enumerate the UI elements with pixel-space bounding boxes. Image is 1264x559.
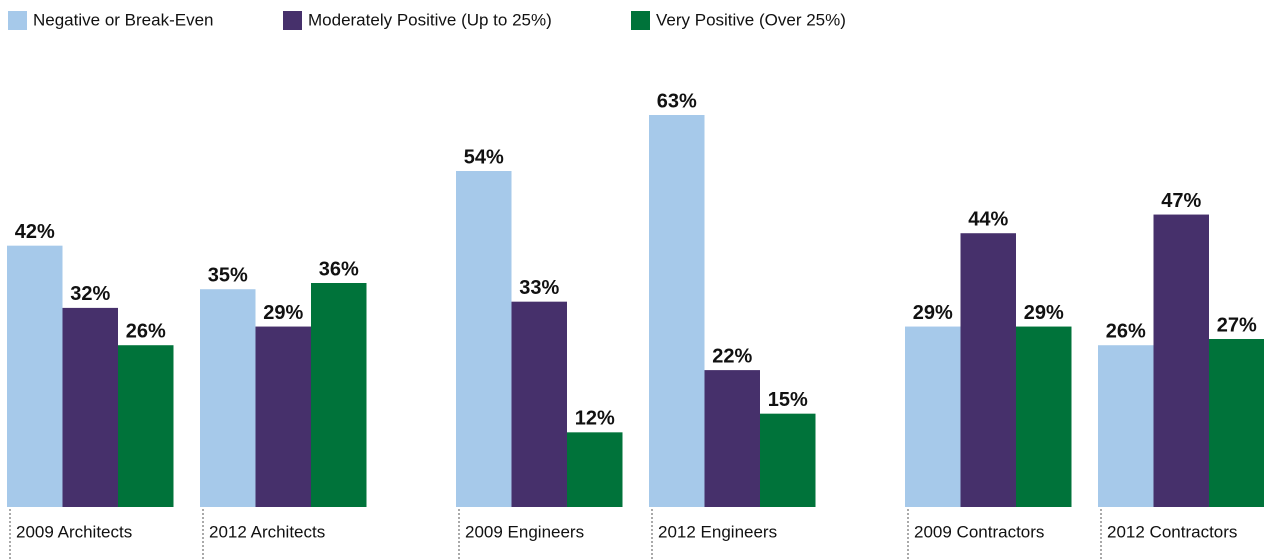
data-label: 15%	[768, 389, 808, 411]
legend-label: Moderately Positive (Up to 25%)	[308, 10, 552, 29]
bar	[760, 413, 816, 507]
x-tick-label: 2009 Architects	[16, 522, 132, 541]
bar	[704, 370, 760, 507]
data-label: 26%	[1106, 321, 1146, 343]
bar	[200, 289, 256, 507]
x-tick-label: 2012 Architects	[209, 522, 325, 541]
data-label: 44%	[968, 209, 1008, 231]
bar	[1153, 214, 1209, 508]
x-tick-label: 2009 Engineers	[465, 522, 584, 541]
bar	[1209, 339, 1264, 507]
x-tick-label: 2012 Contractors	[1107, 522, 1237, 541]
data-label: 32%	[70, 283, 110, 305]
bar	[1098, 345, 1154, 507]
data-label: 54%	[464, 146, 504, 168]
bar	[960, 233, 1016, 507]
data-label: 63%	[657, 90, 697, 112]
bar	[1016, 326, 1072, 507]
data-label: 36%	[319, 258, 359, 280]
data-label: 29%	[263, 302, 303, 324]
bar	[255, 326, 311, 507]
bar	[567, 432, 623, 507]
data-label: 29%	[913, 302, 953, 324]
legend-swatch	[8, 11, 27, 30]
x-tick-label: 2012 Engineers	[658, 522, 777, 541]
bar	[118, 345, 174, 507]
data-label: 27%	[1217, 314, 1257, 336]
data-label: 12%	[575, 408, 615, 430]
data-label: 26%	[126, 321, 166, 343]
legend-swatch	[631, 11, 650, 30]
bar	[7, 245, 63, 507]
legend-label: Negative or Break-Even	[33, 10, 213, 29]
data-label: 47%	[1161, 190, 1201, 212]
data-label: 29%	[1024, 302, 1064, 324]
data-label: 42%	[15, 221, 55, 243]
data-label: 22%	[712, 345, 752, 367]
bar	[456, 171, 512, 507]
legend-label: Very Positive (Over 25%)	[656, 10, 846, 29]
bar	[62, 307, 118, 507]
bar	[311, 283, 367, 507]
bar	[905, 326, 961, 507]
bar	[511, 301, 567, 507]
x-tick-label: 2009 Contractors	[914, 522, 1044, 541]
data-label: 35%	[208, 265, 248, 287]
bar	[649, 115, 705, 507]
data-label: 33%	[519, 277, 559, 299]
legend-swatch	[283, 11, 302, 30]
